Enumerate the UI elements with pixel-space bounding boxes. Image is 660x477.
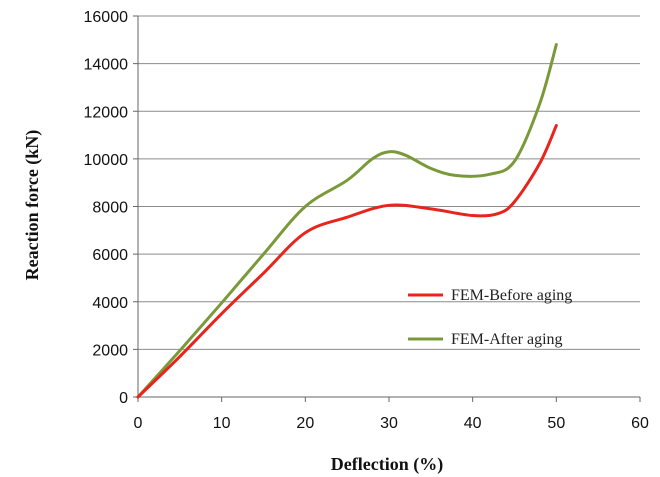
series-lines: [136, 43, 558, 399]
x-tick-label: 50: [547, 415, 565, 432]
series-line-before-aging: [136, 124, 558, 399]
x-tick-label: 60: [631, 415, 649, 432]
x-tick-label: 10: [213, 415, 231, 432]
x-tick-label: 30: [380, 415, 398, 432]
x-tick-label: 20: [296, 415, 314, 432]
y-tick-label: 14000: [84, 57, 129, 74]
y-axis-title: Reaction force (kN): [22, 130, 43, 281]
series-line-after-aging: [136, 43, 558, 399]
y-tick-label: 12000: [84, 104, 129, 121]
x-tick-label: 0: [134, 415, 143, 432]
y-tick-label: 0: [119, 390, 128, 407]
legend: FEM-Before aging FEM-After aging: [408, 287, 572, 348]
legend-label: FEM-After aging: [451, 331, 563, 348]
y-tick-label: 4000: [92, 295, 128, 312]
x-tick-label: 40: [464, 415, 482, 432]
x-axis-title: Deflection (%): [331, 454, 443, 475]
y-tick-label: 8000: [92, 200, 128, 217]
legend-label: FEM-Before aging: [451, 287, 572, 304]
y-tick-label: 16000: [84, 9, 129, 26]
tick-labels: 0 2000 4000 6000 8000 10000 12000 14000 16000 0 10…: [84, 9, 650, 432]
y-tick-label: 6000: [92, 247, 128, 264]
axes: [133, 15, 641, 402]
y-tick-label: 2000: [92, 342, 128, 359]
y-tick-label: 10000: [84, 152, 129, 169]
